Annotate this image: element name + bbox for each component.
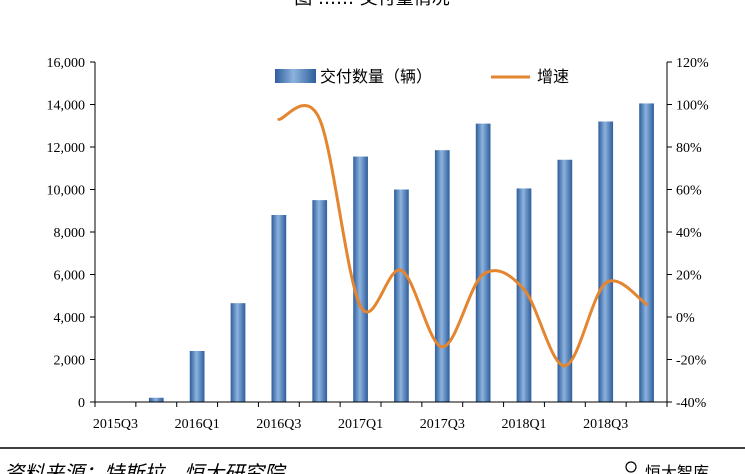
- chart-title-partial: 图 …… 交付量情况: [294, 0, 449, 9]
- x-tick-label: 2016Q3: [256, 417, 301, 432]
- growth-line: [277, 104, 649, 368]
- bar-2018Q2: [557, 159, 573, 402]
- axes: [94, 62, 668, 403]
- left-tick-label: 2,000: [54, 354, 86, 369]
- right-tick-label: 120%: [676, 56, 709, 71]
- bar-2016Q4: [312, 200, 328, 402]
- bar-2017Q4: [475, 123, 491, 402]
- left-tick-label: 12,000: [47, 141, 86, 156]
- left-tick-label: 8,000: [54, 226, 86, 241]
- right-tick-label: -20%: [676, 354, 707, 369]
- left-tick-label: 6,000: [54, 269, 86, 284]
- x-tick-label: 2018Q1: [501, 417, 546, 432]
- bar-2018Q3: [598, 121, 614, 402]
- bar-2017Q2: [394, 189, 409, 402]
- right-tick-label: 60%: [676, 184, 702, 199]
- legend-line-label: 增速: [537, 67, 569, 86]
- left-tick-label: 4,000: [54, 311, 86, 326]
- left-tick-label: 0: [78, 396, 85, 411]
- bar-2016Q3: [271, 215, 287, 402]
- left-tick-label: 10,000: [47, 184, 86, 199]
- plot-area: [148, 103, 654, 402]
- right-axis-ticks: -40% -20% 0% 20% 40% 60% 80% 100% 120%: [667, 56, 709, 411]
- bar-2017Q3: [434, 150, 450, 402]
- x-tick-label: 2017Q3: [420, 417, 465, 432]
- left-axis-ticks: 0 2,000 4,000 6,000 8,000 10,000 12,000 14,000 1…: [47, 56, 95, 411]
- bar-2018Q4: [639, 103, 654, 402]
- right-tick-label: 80%: [676, 141, 702, 156]
- bar-2016Q1: [189, 351, 205, 402]
- left-tick-label: 14,000: [47, 99, 86, 114]
- x-axis-ticks: 2015Q3 2016Q1 2016Q3 2017Q1 2017Q3 2018Q1 2018…: [93, 402, 668, 432]
- right-tick-label: 100%: [676, 99, 709, 114]
- source-note-partial: 资料来源：特斯拉，恒大研究院: [4, 461, 287, 474]
- right-tick-label: 0%: [676, 311, 695, 326]
- right-tick-label: 20%: [676, 269, 702, 284]
- legend-bar-label: 交付数量（辆）: [320, 67, 432, 86]
- legend-bar-swatch: [275, 69, 316, 83]
- left-tick-label: 16,000: [47, 56, 86, 71]
- right-tick-label: 40%: [676, 226, 702, 241]
- legend: 交付数量（辆） 增速: [275, 67, 569, 86]
- x-tick-label: 2017Q1: [338, 417, 383, 432]
- bar-2016Q2: [230, 303, 246, 402]
- right-tick-label: -40%: [676, 396, 707, 411]
- x-tick-label: 2018Q3: [583, 417, 628, 432]
- bar-series: [148, 103, 654, 402]
- x-tick-label: 2016Q1: [175, 417, 220, 432]
- bar-2017Q1: [353, 156, 368, 402]
- bar-2015Q4: [148, 397, 164, 402]
- watermark-partial: 恒大智库: [645, 463, 709, 474]
- x-tick-label: 2015Q3: [93, 417, 138, 432]
- bar-2018Q1: [516, 188, 532, 402]
- wechat-icon: [625, 461, 637, 473]
